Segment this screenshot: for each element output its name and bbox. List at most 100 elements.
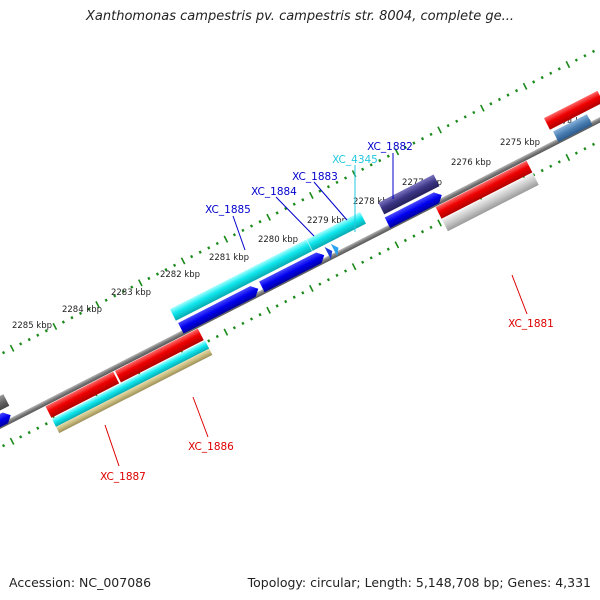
forward-ruler-dot (121, 289, 125, 294)
forward-ruler-dot (190, 254, 194, 259)
forward-ruler-major-tick (52, 322, 58, 331)
forward-ruler-dot (429, 132, 433, 137)
map-title: Xanthomonas campestris pv. campestris st… (86, 9, 514, 24)
gene-XC_1886-bar[interactable] (114, 328, 204, 383)
reverse-ruler-dot (275, 304, 279, 308)
gene-XC_1881-bar[interactable] (435, 160, 533, 219)
forward-ruler-major-tick (479, 104, 485, 112)
callout-lines (104, 153, 528, 467)
scale-tick-label: 2283 kbp (111, 288, 151, 298)
forward-ruler-dot (78, 311, 83, 315)
gene-XC_1884-arrow[interactable] (259, 250, 327, 293)
reverse-ruler-dot (1, 443, 6, 448)
reverse-ruler-dot (249, 317, 254, 321)
forward-ruler-dot (249, 224, 254, 228)
forward-ruler-dot (113, 294, 117, 298)
forward-ruler-major-tick (95, 301, 100, 309)
forward-ruler-dot (506, 93, 510, 97)
scale-tick-label: 2278 kbp (353, 197, 393, 207)
gene-right-arrow[interactable] (553, 114, 593, 143)
callout-XC_1886 (192, 396, 209, 438)
forward-ruler-dot (549, 71, 553, 75)
reverse-ruler-dot (284, 299, 288, 304)
forward-ruler-major-tick (308, 191, 314, 200)
reverse-ruler-major-tick (308, 284, 314, 293)
reverse-ruler-major-tick (266, 306, 271, 314)
reverse-ruler-dot (232, 326, 236, 330)
reverse-ruler-dot (386, 247, 390, 251)
callout-XC_1883 (313, 181, 348, 221)
forward-ruler-major-tick (137, 279, 143, 287)
reverse-ruler-dot (215, 334, 219, 339)
forward-ruler-dot (378, 158, 382, 163)
forward-ruler-dot (61, 320, 65, 324)
reverse-ruler-dot (258, 312, 262, 317)
gene-XC_4345-arrow[interactable] (330, 242, 342, 257)
forward-ruler-dot (583, 54, 587, 58)
reverse-ruler-dot (557, 160, 561, 164)
scale-tick-label: 2282 kbp (160, 270, 200, 280)
reverse-ruler-dot (591, 142, 596, 147)
forward-ruler-major-tick (266, 213, 271, 221)
forward-ruler-dot (591, 49, 596, 54)
gene-right-bar[interactable] (543, 90, 600, 130)
forward-ruler-dot (301, 198, 305, 202)
forward-ruler-dot (232, 233, 236, 237)
gene-XC_1881-gray-bar[interactable] (441, 173, 539, 232)
gene-label-XC_1886[interactable]: XC_1886 (188, 441, 234, 453)
gene-label-XC_1882[interactable]: XC_1882 (367, 141, 413, 153)
gene-XC_1885-bar[interactable] (169, 239, 313, 321)
forward-ruler-dot (540, 75, 544, 80)
reverse-ruler-dot (335, 273, 339, 278)
forward-ruler-major-tick (437, 126, 442, 134)
gene-label-XC_1885[interactable]: XC_1885 (205, 204, 251, 216)
reverse-ruler-major-tick (9, 437, 15, 445)
gene-XC_1884-bar[interactable] (306, 212, 366, 251)
reverse-ruler-dot (583, 147, 587, 151)
forward-ruler-dot (70, 316, 74, 320)
gene-XC_1886-tan-bar[interactable] (55, 348, 213, 434)
callout-XC_1885 (232, 215, 246, 251)
reverse-ruler-major-tick (223, 328, 229, 336)
accession-text: Accession: NC_007086 (9, 575, 152, 590)
forward-ruler-dot (147, 276, 151, 281)
gene-label-XC_1881[interactable]: XC_1881 (508, 318, 554, 330)
forward-ruler-dot (335, 180, 339, 185)
gene-XC_1883-arrow[interactable] (324, 245, 336, 260)
callout-XC_1887 (104, 424, 120, 467)
forward-ruler-dot (386, 154, 390, 158)
reverse-ruler-major-tick (394, 241, 400, 249)
gene-XC_1882-bar[interactable] (378, 174, 440, 215)
gene-labels: XC_1882 XC_4345 XC_1883 XC_1884 XC_1885 … (100, 141, 554, 483)
forward-ruler-dot (275, 211, 279, 215)
forward-ruler-dot (403, 145, 407, 150)
reverse-ruler-dot (574, 151, 578, 155)
gene-XC_1886-cyan-bar[interactable] (51, 340, 210, 427)
forward-ruler-dot (155, 272, 160, 276)
forward-ruler-dot (361, 167, 365, 171)
forward-ruler-dot (455, 119, 459, 123)
gene-label-XC_1884[interactable]: XC_1884 (251, 186, 297, 198)
forward-ruler-dot (446, 123, 450, 128)
forward-ruler-dot (292, 202, 296, 206)
forward-ruler-dot (420, 137, 425, 141)
gene-label-XC_4345[interactable]: XC_4345 (332, 154, 378, 166)
gene-XC_1887-bar[interactable] (45, 371, 120, 418)
scale-tick-label: 2276 kbp (451, 158, 491, 168)
forward-ruler-dot (258, 219, 262, 224)
forward-genes (0, 90, 600, 437)
reverse-ruler-dot (369, 256, 373, 260)
scale-tick-label: 2274 kbp (551, 117, 591, 127)
callout-XC_1881 (511, 274, 528, 315)
forward-ruler-major-tick (565, 60, 571, 69)
forward-ruler-major-tick (180, 257, 186, 265)
gene-XC_1882-arrow[interactable] (384, 190, 445, 229)
gene-XC_1885-arrow[interactable] (178, 283, 261, 334)
gene-label-XC_1887[interactable]: XC_1887 (100, 471, 146, 483)
reverse-ruler-dot (412, 234, 416, 238)
gene-left-arrow[interactable] (0, 410, 13, 437)
reverse-ruler-dot (361, 260, 365, 264)
gene-label-XC_1883[interactable]: XC_1883 (292, 171, 338, 183)
